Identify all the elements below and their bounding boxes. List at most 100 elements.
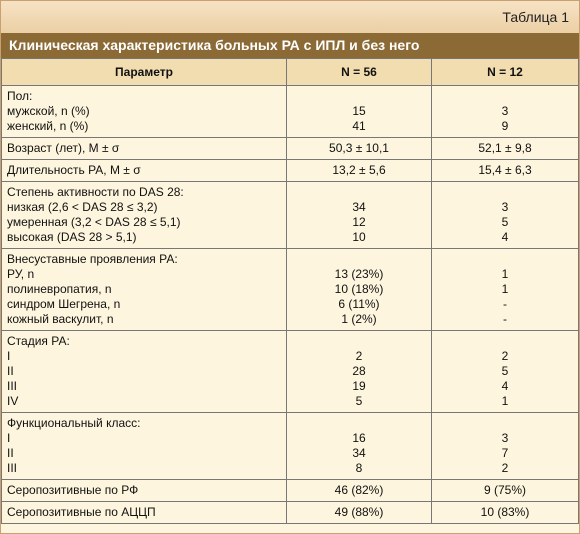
cell-line: 2 <box>355 349 363 363</box>
cell-line: IV <box>7 394 19 408</box>
column-header: N = 12 <box>431 58 579 86</box>
cell-line: 1 <box>501 267 509 281</box>
cell-line: Степень активности по DAS 28: <box>7 185 184 199</box>
cell-line: 4 <box>501 230 509 244</box>
table-cell: Возраст (лет), M ± σ <box>1 137 287 160</box>
cell-line <box>437 334 573 349</box>
table-cell: 13 (23%) 10 (18%) 6 (11%) 1 (2%) <box>286 248 432 331</box>
table-row: Функциональный класс: I II III 16 34 8 3 7 2 <box>1 412 579 480</box>
cell-line <box>292 89 426 104</box>
cell-line: 6 (11%) <box>338 297 380 311</box>
cell-line: 1 <box>501 282 509 296</box>
cell-line: 3 <box>501 431 509 445</box>
cell-line: 10 (18%) <box>334 282 384 296</box>
table-row: Длительность РА, M ± σ 13,2 ± 5,6 15,4 ± 6… <box>1 159 579 182</box>
cell-line: 50,3 ± 10,1 <box>329 141 389 155</box>
cell-line <box>437 185 573 200</box>
cell-line: 9 (75%) <box>483 483 527 497</box>
cell-line: II <box>7 364 14 378</box>
cell-line: 41 <box>352 119 366 133</box>
header-band: Таблица 1 <box>1 1 579 33</box>
table-cell: Серопозитивные по РФ <box>1 479 287 502</box>
cell-line: высокая (DAS 28 > 5,1) <box>7 230 137 244</box>
table-row: Серопозитивные по АЦЦП 49 (88%) 10 (83%) <box>1 501 579 524</box>
table-cell: Стадия РА: I II III IV <box>1 330 287 413</box>
cell-line: 1 (2%) <box>341 312 377 326</box>
column-header: Параметр <box>1 58 287 86</box>
cell-line: Внесуставные проявления РА: <box>7 252 178 266</box>
table-row: Стадия РА: I II III IV 2 28 19 5 2 5 4 1 <box>1 330 579 413</box>
cell-line: III <box>7 379 18 393</box>
cell-line: полиневропатия, n <box>7 282 112 296</box>
cell-line: Стадия РА: <box>7 334 70 348</box>
table-row: Серопозитивные по РФ 46 (82%) 9 (75%) <box>1 479 579 502</box>
cell-line: 15 <box>352 104 366 118</box>
cell-line: I <box>7 431 11 445</box>
cell-line: РУ, n <box>7 267 35 281</box>
cell-line: - <box>503 297 507 311</box>
table-title: Клиническая характеристика больных РА с … <box>1 33 579 58</box>
table: Параметр N = 56 N = 12 Пол: мужской, n (%) ж… <box>1 58 579 524</box>
cell-line: 3 <box>501 104 509 118</box>
cell-line: мужской, n (%) <box>7 104 90 118</box>
cell-line: 13 (23%) <box>334 267 384 281</box>
table-label: Таблица 1 <box>502 9 569 25</box>
table-cell: 34 12 10 <box>286 181 432 249</box>
cell-line: 19 <box>352 379 366 393</box>
cell-line: 4 <box>501 379 509 393</box>
cell-line: 2 <box>501 349 509 363</box>
cell-line <box>437 252 573 267</box>
table-cell: 16 34 8 <box>286 412 432 480</box>
table-cell: 9 (75%) <box>431 479 579 502</box>
cell-line: кожный васкулит, n <box>7 312 114 326</box>
cell-line: 10 <box>352 230 366 244</box>
cell-line <box>292 185 426 200</box>
cell-line: 13,2 ± 5,6 <box>332 163 386 177</box>
table-cell: Функциональный класс: I II III <box>1 412 287 480</box>
table-cell: 46 (82%) <box>286 479 432 502</box>
cell-line: женский, n (%) <box>7 119 89 133</box>
cell-line: Возраст (лет), M ± σ <box>7 141 120 155</box>
cell-line <box>437 416 573 431</box>
cell-line: 34 <box>352 200 366 214</box>
table-cell: 49 (88%) <box>286 501 432 524</box>
cell-line <box>292 252 426 267</box>
table-row: Пол: мужской, n (%) женский, n (%) 15 41 3 9 <box>1 85 579 138</box>
table-cell: Пол: мужской, n (%) женский, n (%) <box>1 85 287 138</box>
cell-line: 52,1 ± 9,8 <box>478 141 532 155</box>
cell-line: синдром Шегрена, n <box>7 297 121 311</box>
cell-line: низкая (2,6 < DAS 28 ≤ 3,2) <box>7 200 158 214</box>
cell-line: 7 <box>501 446 509 460</box>
cell-line <box>292 416 426 431</box>
cell-line: 3 <box>501 200 509 214</box>
cell-line: 28 <box>352 364 366 378</box>
cell-line: 8 <box>355 461 363 475</box>
cell-line: Функциональный класс: <box>7 416 141 430</box>
cell-line: 2 <box>501 461 509 475</box>
cell-line: I <box>7 349 11 363</box>
cell-line: умеренная (3,2 < DAS 28 ≤ 5,1) <box>7 215 181 229</box>
cell-line: 5 <box>501 364 509 378</box>
table-cell: 15 41 <box>286 85 432 138</box>
table-row: Степень активности по DAS 28: низкая (2,6… <box>1 181 579 249</box>
cell-line: 9 <box>501 119 509 133</box>
cell-line: 10 (83%) <box>480 505 530 519</box>
table-row: Возраст (лет), M ± σ 50,3 ± 10,1 52,1 ± 9,… <box>1 137 579 160</box>
table-cell: Внесуставные проявления РА: РУ, n полиневр… <box>1 248 287 331</box>
cell-line: 34 <box>352 446 366 460</box>
cell-line: Пол: <box>7 89 33 103</box>
table-body: Пол: мужской, n (%) женский, n (%) 15 41 3 9 Во… <box>1 85 579 524</box>
cell-line: Длительность РА, M ± σ <box>7 163 141 177</box>
table-cell: Серопозитивные по АЦЦП <box>1 501 287 524</box>
header-row: Параметр N = 56 N = 12 <box>1 58 579 86</box>
cell-line: Серопозитивные по АЦЦП <box>7 505 156 519</box>
cell-line: 16 <box>352 431 366 445</box>
table-cell: 15,4 ± 6,3 <box>431 159 579 182</box>
cell-line: 12 <box>352 215 366 229</box>
cell-line: Серопозитивные по РФ <box>7 483 139 497</box>
